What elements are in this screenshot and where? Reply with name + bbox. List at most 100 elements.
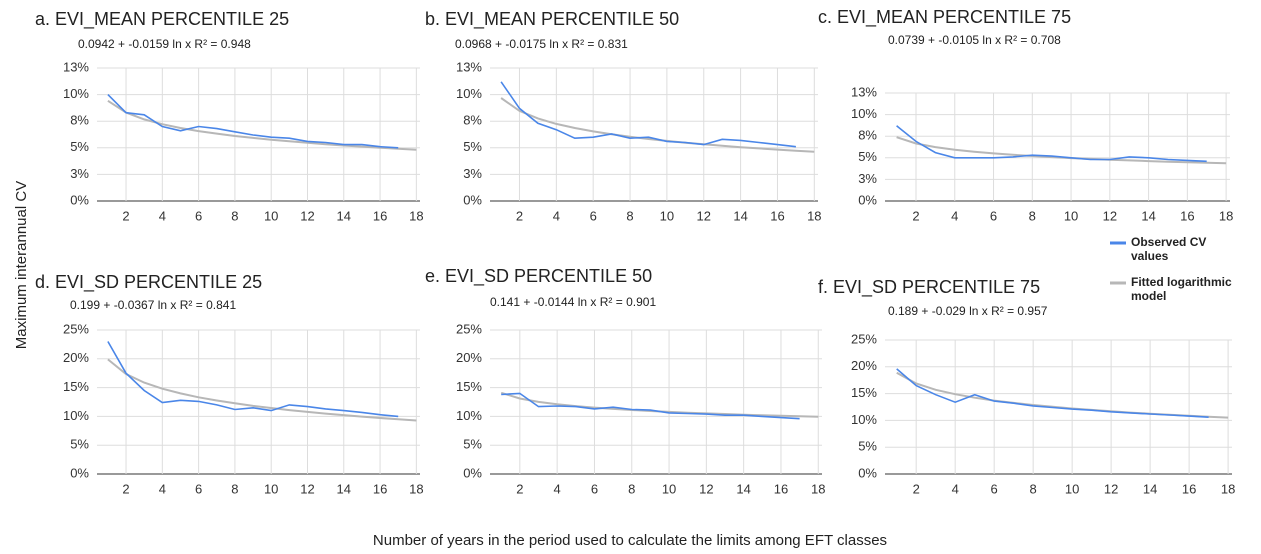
x-tick-label: 2	[516, 481, 523, 496]
x-axis-label: Number of years in the period used to ca…	[373, 532, 887, 549]
data-line	[107, 94, 399, 149]
y-tick-label: 3%	[70, 166, 89, 181]
x-tick-label: 14	[1143, 481, 1157, 496]
x-tick-label: 18	[409, 481, 423, 496]
data-line	[107, 99, 417, 151]
y-tick-label: 0%	[463, 192, 482, 207]
x-tick-label: 8	[626, 208, 633, 223]
x-tick-label: 8	[231, 481, 238, 496]
chart-title: d. EVI_SD PERCENTILE 25	[35, 272, 262, 293]
chart-title: c. EVI_MEAN PERCENTILE 75	[818, 7, 1071, 28]
y-tick-label: 0%	[70, 192, 89, 207]
y-tick-label: 25%	[456, 321, 482, 336]
x-tick-label: 10	[1065, 481, 1079, 496]
y-tick-label: 5%	[70, 139, 89, 154]
x-tick-label: 8	[231, 208, 238, 223]
x-tick-label: 12	[697, 208, 711, 223]
x-tick-label: 2	[912, 208, 919, 223]
y-tick-label: 8%	[463, 113, 482, 128]
x-tick-label: 2	[122, 208, 129, 223]
data-line	[501, 392, 800, 420]
chart-subtitle: 0.0739 + -0.0105 ln x R² = 0.708	[888, 33, 1061, 47]
x-tick-label: 2	[913, 481, 920, 496]
y-tick-label: 13%	[63, 59, 89, 74]
data-line	[107, 358, 417, 422]
x-tick-label: 18	[1221, 481, 1235, 496]
y-tick-label: 20%	[63, 350, 89, 365]
x-tick-label: 8	[1030, 481, 1037, 496]
y-tick-label: 3%	[463, 166, 482, 181]
y-tick-label: 20%	[456, 350, 482, 365]
y-axis-label: Maximum interannual CV	[13, 181, 30, 349]
x-tick-label: 12	[1104, 481, 1118, 496]
data-line	[107, 341, 399, 418]
y-tick-label: 10%	[63, 408, 89, 423]
x-tick-label: 4	[952, 481, 959, 496]
x-tick-label: 16	[1180, 208, 1194, 223]
chart-subtitle: 0.189 + -0.029 ln x R² = 0.957	[888, 304, 1048, 318]
y-tick-label: 15%	[456, 379, 482, 394]
y-tick-label: 20%	[851, 358, 877, 373]
x-tick-label: 18	[1219, 208, 1233, 223]
x-tick-label: 16	[770, 208, 784, 223]
x-tick-label: 4	[951, 208, 958, 223]
data-line	[896, 125, 1207, 163]
data-line	[896, 368, 1209, 418]
x-tick-label: 10	[662, 481, 676, 496]
data-line	[500, 81, 796, 148]
chart-subtitle: 0.0942 + -0.0159 ln x R² = 0.948	[78, 37, 251, 51]
y-tick-label: 10%	[851, 106, 877, 121]
y-tick-label: 15%	[851, 385, 877, 400]
legend-label: Fitted logarithmic model	[1131, 275, 1232, 303]
y-tick-label: 3%	[858, 171, 877, 186]
y-tick-label: 0%	[463, 465, 482, 480]
x-tick-label: 2	[122, 481, 129, 496]
x-tick-label: 12	[300, 481, 314, 496]
x-tick-label: 6	[590, 208, 597, 223]
data-line	[500, 391, 819, 418]
y-tick-label: 8%	[858, 128, 877, 143]
x-tick-label: 14	[337, 208, 351, 223]
y-tick-label: 5%	[858, 439, 877, 454]
y-tick-label: 13%	[456, 59, 482, 74]
y-tick-label: 10%	[63, 86, 89, 101]
x-tick-label: 16	[373, 208, 387, 223]
x-tick-label: 6	[990, 208, 997, 223]
chart-title: e. EVI_SD PERCENTILE 50	[425, 266, 652, 287]
x-tick-label: 12	[699, 481, 713, 496]
x-tick-label: 14	[733, 208, 747, 223]
x-tick-label: 12	[300, 208, 314, 223]
y-tick-label: 5%	[858, 149, 877, 164]
chart-subtitle: 0.0968 + -0.0175 ln x R² = 0.831	[455, 37, 628, 51]
x-tick-label: 4	[159, 481, 166, 496]
x-tick-label: 16	[1182, 481, 1196, 496]
y-tick-label: 15%	[63, 379, 89, 394]
x-tick-label: 6	[991, 481, 998, 496]
x-tick-label: 10	[264, 208, 278, 223]
x-tick-label: 6	[591, 481, 598, 496]
x-tick-label: 14	[337, 481, 351, 496]
x-tick-label: 18	[811, 481, 825, 496]
y-tick-label: 8%	[70, 113, 89, 128]
y-tick-label: 10%	[851, 412, 877, 427]
y-tick-label: 5%	[70, 437, 89, 452]
y-tick-label: 25%	[63, 321, 89, 336]
x-tick-label: 10	[264, 481, 278, 496]
chart-title: f. EVI_SD PERCENTILE 75	[818, 277, 1040, 298]
y-tick-label: 25%	[851, 331, 877, 346]
x-tick-label: 4	[554, 481, 561, 496]
x-tick-label: 14	[1141, 208, 1155, 223]
x-tick-label: 16	[774, 481, 788, 496]
x-tick-label: 12	[1103, 208, 1117, 223]
data-line	[896, 371, 1229, 419]
x-tick-label: 8	[628, 481, 635, 496]
chart-subtitle: 0.141 + -0.0144 ln x R² = 0.901	[490, 295, 656, 309]
y-tick-label: 5%	[463, 437, 482, 452]
x-tick-label: 4	[553, 208, 560, 223]
x-tick-label: 4	[159, 208, 166, 223]
x-tick-label: 2	[516, 208, 523, 223]
legend-label: Observed CV values	[1131, 235, 1206, 263]
chart-title: a. EVI_MEAN PERCENTILE 25	[35, 9, 289, 30]
x-tick-label: 18	[807, 208, 821, 223]
y-tick-label: 5%	[463, 139, 482, 154]
